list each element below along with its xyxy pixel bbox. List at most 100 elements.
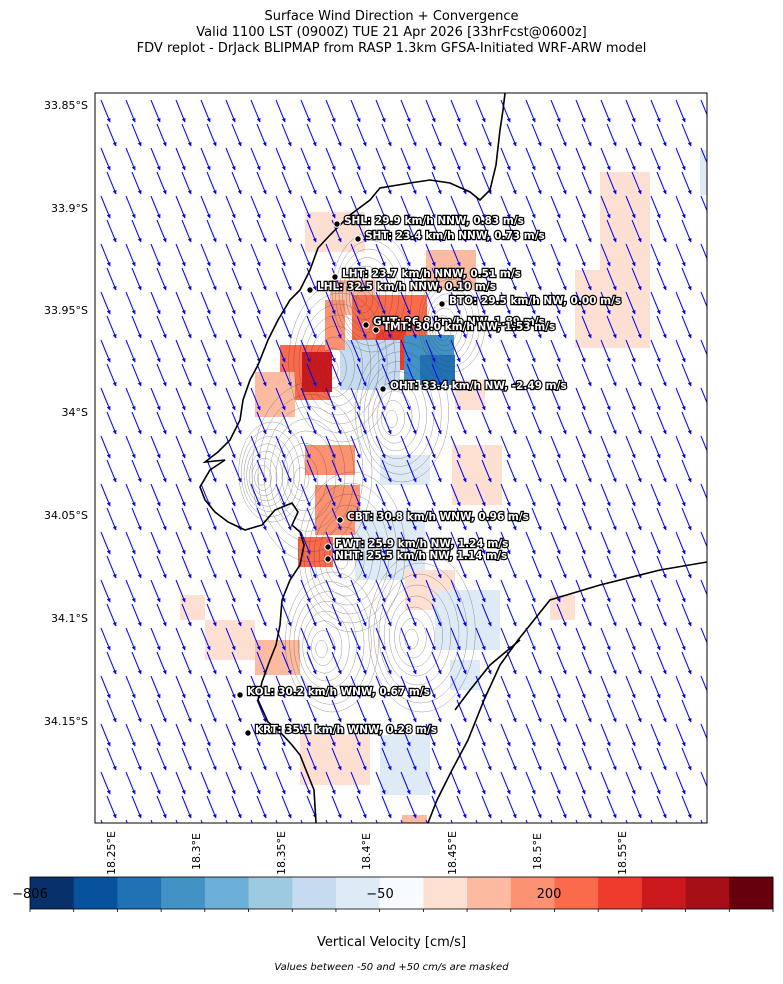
wind-arrow (456, 603, 467, 627)
wind-arrow (475, 771, 486, 795)
wind-arrow (275, 771, 286, 795)
contour-line (376, 390, 413, 444)
wind-arrow (425, 579, 436, 603)
wind-arrow (556, 507, 567, 531)
velocity-cell (426, 250, 476, 290)
station-sht: SHT: 23.4 km/h NNW, 0.73 m/s (354, 229, 546, 243)
wind-arrow (281, 123, 292, 147)
wind-arrow (200, 339, 211, 363)
wind-arrow (350, 771, 361, 795)
wind-arrow (156, 171, 167, 195)
wind-arrow (400, 243, 411, 267)
wind-arrow (500, 627, 511, 651)
wind-arrow (625, 99, 636, 123)
wind-arrow (300, 147, 311, 171)
wind-arrow (200, 243, 211, 267)
wind-arrow (381, 267, 392, 291)
wind-arrow (456, 123, 467, 147)
vertical-velocity-cells (180, 150, 707, 823)
wind-arrow (506, 699, 517, 723)
wind-arrow (681, 267, 692, 291)
wind-arrow (306, 315, 317, 339)
wind-arrow (600, 435, 611, 459)
wind-arrow (625, 723, 636, 747)
wind-arrow (706, 796, 707, 798)
contour-line (426, 293, 469, 357)
wind-arrow (181, 171, 192, 195)
wind-arrow (406, 315, 417, 339)
wind-arrow (631, 267, 642, 291)
wind-arrow (250, 387, 261, 411)
wind-arrow (331, 459, 342, 483)
wind-arrow (706, 652, 707, 654)
wind-arrow (706, 172, 707, 174)
wind-arrow (331, 795, 342, 819)
station-cbt: CBT: 30.8 km/h WNW, 0.96 m/s (336, 510, 530, 524)
wind-arrow (500, 483, 511, 507)
wind-arrow (181, 411, 192, 435)
lat-label-34-05: 34.05°S (44, 509, 88, 522)
contour-line (289, 581, 372, 705)
wind-arrow (681, 603, 692, 627)
inland-boundary-2 (454, 639, 521, 711)
station-marker (438, 300, 446, 308)
wind-arrow (631, 507, 642, 531)
wind-arrow (250, 243, 261, 267)
wind-arrow (150, 99, 161, 123)
wind-arrow (575, 531, 586, 555)
contour-line (421, 279, 480, 367)
wind-arrow (675, 627, 686, 651)
wind-arrow (100, 243, 111, 267)
wind-arrow (500, 243, 511, 267)
wind-arrow (350, 723, 361, 747)
station-marker (362, 321, 370, 329)
wind-arrow (231, 363, 242, 387)
wind-arrow (431, 363, 442, 387)
station-marker (244, 729, 252, 737)
wind-arrow (300, 483, 311, 507)
wind-arrow (175, 387, 186, 411)
wind-arrow (581, 747, 592, 771)
wind-arrow (331, 123, 342, 147)
wind-arrow (581, 507, 592, 531)
wind-arrow (606, 459, 617, 483)
wind-arrow (631, 123, 642, 147)
wind-arrow (350, 531, 361, 555)
colorbar (29, 876, 774, 912)
wind-arrow (175, 579, 186, 603)
wind-arrow (150, 579, 161, 603)
wind-arrow (675, 243, 686, 267)
wind-arrow (306, 747, 317, 771)
wind-arrow (250, 339, 261, 363)
wind-arrow (600, 771, 611, 795)
wind-arrow (431, 123, 442, 147)
wind-arrow (556, 123, 567, 147)
contour-line (275, 430, 337, 522)
wind-arrow (525, 483, 536, 507)
wind-arrow (425, 99, 436, 123)
wind-arrow (706, 268, 707, 270)
wind-arrow (600, 147, 611, 171)
colorbar-segment (467, 877, 512, 909)
wind-arrow (525, 723, 536, 747)
wind-arrow (600, 339, 611, 363)
contour-line (437, 322, 446, 336)
wind-arrow (156, 555, 167, 579)
wind-arrow (525, 435, 536, 459)
colorbar-title: Vertical Velocity [cm/s] (316, 935, 467, 950)
velocity-cell (355, 510, 425, 580)
station-marker (324, 555, 332, 563)
wind-arrow (681, 219, 692, 243)
wind-arrow (650, 339, 661, 363)
wind-arrow (100, 387, 111, 411)
wind-arrow (125, 243, 136, 267)
station-markers: SHL: 29.9 km/h NNW, 0.83 m/s SHT: 23.4 km… (236, 214, 622, 737)
coastline (199, 93, 506, 823)
velocity-cell (325, 300, 345, 350)
contour-line (324, 358, 339, 380)
wind-arrow (125, 723, 136, 747)
wind-arrow (331, 747, 342, 771)
wind-arrow (156, 795, 167, 819)
wind-arrow (450, 387, 461, 411)
wind-arrow (350, 147, 361, 171)
